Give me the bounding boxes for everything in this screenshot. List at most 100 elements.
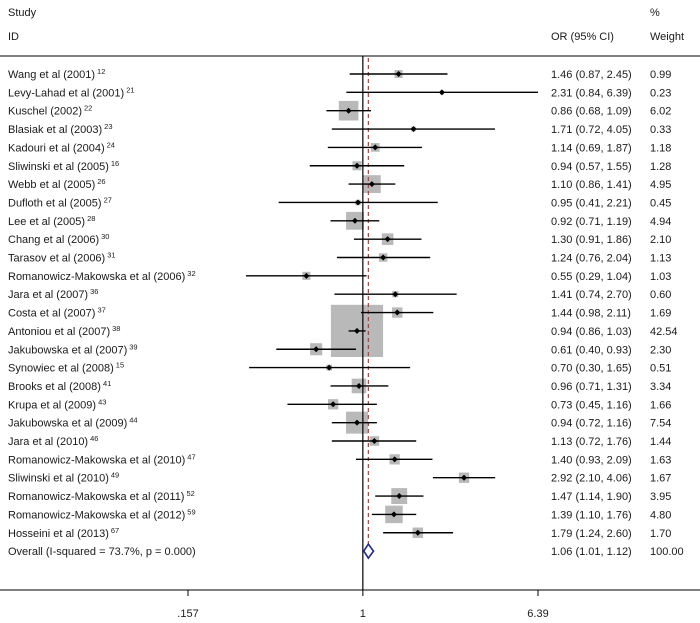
estimate-text: 0.95 (0.41, 2.21) xyxy=(551,197,632,209)
study-label: Kadouri et al (2004) 24 xyxy=(8,140,115,154)
point-estimate xyxy=(396,493,403,500)
estimate-text: 1.47 (1.14, 1.90) xyxy=(551,491,632,503)
study-header: Study xyxy=(8,7,37,19)
point-estimates xyxy=(303,71,468,560)
study-name: Lee et al (2005) xyxy=(8,216,85,228)
study-label: Wang et al (2001) 12 xyxy=(8,67,105,81)
estimate-text: 0.94 (0.57, 1.55) xyxy=(551,161,632,173)
point-estimate xyxy=(384,236,391,243)
point-estimate xyxy=(394,309,401,316)
x-tick-label: 6.39 xyxy=(527,608,548,620)
study-label: Kuschel (2002) 22 xyxy=(8,104,92,118)
estimate-text: 1.46 (0.87, 2.45) xyxy=(551,69,632,81)
point-estimate xyxy=(414,529,421,536)
estimate-text: 0.94 (0.72, 1.16) xyxy=(551,418,632,430)
estimate-text: 1.44 (0.98, 2.11) xyxy=(551,308,631,320)
study-name: Antoniou et al (2007) xyxy=(8,326,110,338)
reference-superscript: 15 xyxy=(116,361,124,370)
study-label: Jara et al (2010) 46 xyxy=(8,434,98,448)
point-estimate xyxy=(330,401,337,408)
reference-superscript: 30 xyxy=(101,232,109,241)
study-name: Tarasov et al (2006) xyxy=(8,253,105,265)
study-rows: Wang et al (2001) 12 1.46 (0.87, 2.45) 0.99… xyxy=(8,67,684,558)
reference-lines xyxy=(362,56,369,590)
weight-text: 1.69 xyxy=(650,308,671,320)
point-estimate xyxy=(461,474,468,481)
estimate-text: 0.55 (0.29, 1.04) xyxy=(551,271,632,283)
estimate-text: 1.13 (0.72, 1.76) xyxy=(551,436,632,448)
study-label: Tarasov et al (2006) 31 xyxy=(8,251,116,265)
id-header: ID xyxy=(8,31,19,43)
reference-superscript: 41 xyxy=(103,379,111,388)
study-name: Webb et al (2005) xyxy=(8,179,95,191)
study-label: Hosseini et al (2013) 67 xyxy=(8,526,119,540)
x-tick-label: 1 xyxy=(360,608,366,620)
reference-superscript: 44 xyxy=(129,416,137,425)
reference-superscript: 37 xyxy=(97,306,105,315)
estimate-text: 1.40 (0.93, 2.09) xyxy=(551,454,632,466)
study-label: Brooks et al (2008) 41 xyxy=(8,379,111,393)
weight-text: 0.23 xyxy=(650,87,671,99)
estimate-text: 0.73 (0.45, 1.16) xyxy=(551,399,632,411)
study-label: Romanowicz-Makowska et al (2011) 52 xyxy=(8,489,195,503)
reference-superscript: 49 xyxy=(111,471,119,480)
estimate-text: 0.96 (0.71, 1.31) xyxy=(551,381,632,393)
weight-text: 1.28 xyxy=(650,161,671,173)
weight-text: 1.13 xyxy=(650,253,671,265)
weight-boxes xyxy=(302,70,470,538)
weight-text: 1.70 xyxy=(650,528,671,540)
weight-text: 42.54 xyxy=(650,326,678,338)
study-label: Krupa et al (2009) 43 xyxy=(8,397,106,411)
reference-superscript: 52 xyxy=(186,489,194,498)
point-estimate xyxy=(390,511,397,518)
study-label: Jara et al (2007) 36 xyxy=(8,287,98,301)
study-label: Chang et al (2006) 30 xyxy=(8,232,109,246)
study-name: Sliwinski et al (2005) xyxy=(8,161,109,173)
study-label: Antoniou et al (2007) 38 xyxy=(8,324,120,338)
reference-superscript: 31 xyxy=(107,251,115,260)
reference-superscript: 32 xyxy=(187,269,195,278)
reference-superscript: 39 xyxy=(129,342,137,351)
point-estimate xyxy=(345,107,352,114)
point-estimate xyxy=(354,162,361,169)
study-name: Blasiak et al (2003) xyxy=(8,124,102,136)
weight-header: Weight xyxy=(650,31,684,43)
point-estimate xyxy=(355,382,362,389)
weight-text: 4.95 xyxy=(650,179,671,191)
study-label: Lee et al (2005) 28 xyxy=(8,214,95,228)
estimate-text: 1.39 (1.10, 1.76) xyxy=(551,509,632,521)
estimate-text: 1.79 (1.24, 2.60) xyxy=(551,528,632,540)
weight-text: 1.63 xyxy=(650,454,671,466)
point-estimate xyxy=(354,419,361,426)
weight-text: 0.33 xyxy=(650,124,671,136)
weight-text: 1.44 xyxy=(650,436,671,448)
study-name: Krupa et al (2009) xyxy=(8,399,96,411)
estimate-text: 0.92 (0.71, 1.19) xyxy=(551,216,632,228)
column-headers: Study ID OR (95% CI) % Weight xyxy=(8,7,684,43)
study-name: Kadouri et al (2004) xyxy=(8,142,105,154)
study-name: Jakubowska et al (2007) xyxy=(8,344,127,356)
study-label: Dufloth et al (2005) 27 xyxy=(8,195,112,209)
study-name: Costa et al (2007) xyxy=(8,308,95,320)
study-label: Costa et al (2007) 37 xyxy=(8,306,106,320)
weight-text: 7.54 xyxy=(650,418,671,430)
study-name: Kuschel (2002) xyxy=(8,106,82,118)
x-tick-label: .157 xyxy=(177,608,198,620)
study-name: Brooks et al (2008) xyxy=(8,381,101,393)
study-name: Levy-Lahad et al (2001) xyxy=(8,87,124,99)
study-name: Romanowicz-Makowska et al (2012) xyxy=(8,509,185,521)
x-axis: .157 1 6.39 xyxy=(177,590,549,620)
estimate-text: 2.31 (0.84, 6.39) xyxy=(551,87,632,99)
estimate-header: OR (95% CI) xyxy=(551,31,614,43)
reference-superscript: 23 xyxy=(104,122,112,131)
reference-superscript: 38 xyxy=(112,324,120,333)
reference-superscript: 47 xyxy=(187,452,195,461)
reference-superscript: 26 xyxy=(97,177,105,186)
reference-superscript: 43 xyxy=(98,397,106,406)
estimate-text: 1.14 (0.69, 1.87) xyxy=(551,142,632,154)
estimate-text: 0.61 (0.40, 0.93) xyxy=(551,344,632,356)
estimate-text: 1.41 (0.74, 2.70) xyxy=(551,289,632,301)
point-estimate xyxy=(313,346,320,353)
estimate-text: 1.10 (0.86, 1.41) xyxy=(551,179,632,191)
weight-text: 0.45 xyxy=(650,197,671,209)
